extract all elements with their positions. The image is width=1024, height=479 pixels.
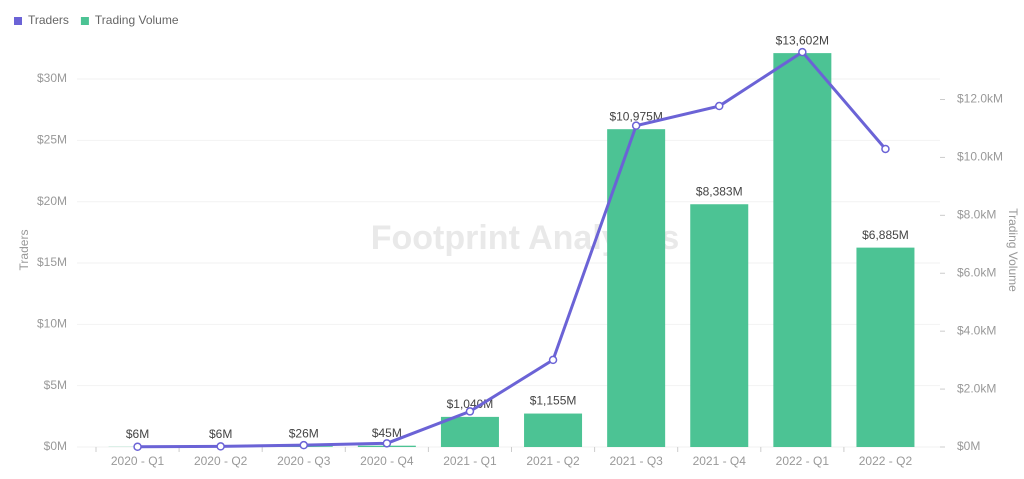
line-point [216, 442, 225, 451]
line-point [715, 101, 724, 111]
y-tick-label: $20M [37, 194, 67, 208]
y2-tick-label: $12.0kM [957, 92, 1003, 106]
y-tick-label: $15M [37, 255, 67, 269]
y-tick-label: $25M [37, 133, 67, 147]
y2-axis-title: Trading Volume [1006, 208, 1020, 292]
value-label: $6,885M [862, 228, 909, 242]
x-tick-label: 2022 - Q1 [776, 454, 830, 468]
value-label: $1,040M [447, 397, 494, 411]
line-point [133, 442, 142, 452]
line-point [798, 47, 807, 57]
bar [440, 416, 499, 447]
x-tick-label: 2020 - Q1 [111, 454, 165, 468]
bar [690, 204, 749, 447]
value-label: $13,602M [776, 33, 829, 47]
value-label: $1,155M [530, 394, 577, 408]
x-tick-label: 2021 - Q4 [693, 454, 747, 468]
value-label: $26M [289, 426, 319, 440]
x-tick-label: 2021 - Q1 [443, 454, 497, 468]
y-tick-label: $0M [44, 439, 67, 453]
line-point [465, 407, 475, 416]
y-tick-label: $10M [37, 317, 67, 331]
x-tick-label: 2022 - Q2 [859, 454, 913, 468]
x-tick-label: 2021 - Q2 [526, 454, 580, 468]
y2-tick-label: $0M [957, 439, 980, 453]
y2-tick-label: $4.0kM [957, 323, 996, 337]
bar [607, 129, 666, 447]
line-point [299, 440, 308, 450]
legend-label: Traders [28, 13, 69, 27]
legend-label: Trading Volume [95, 13, 179, 27]
legend-swatch [14, 17, 22, 25]
value-label: $6M [209, 427, 232, 441]
line-point [382, 439, 392, 448]
value-label: $45M [372, 426, 402, 440]
bar [856, 247, 915, 447]
value-label: $10,975M [609, 109, 662, 123]
line [137, 50, 887, 449]
y-axis-title: Traders [17, 230, 31, 271]
x-tick-label: 2021 - Q3 [609, 454, 663, 468]
y2-tick-label: $8.0kM [957, 208, 996, 222]
line-point [881, 144, 890, 154]
legend-swatch [80, 17, 89, 25]
x-tick-label: 2020 - Q3 [277, 454, 331, 468]
y2-tick-label: $6.0kM [957, 265, 996, 279]
line-point [631, 121, 641, 130]
y-tick-label: $30M [37, 71, 67, 85]
y-tick-label: $5M [44, 378, 67, 392]
x-tick-label: 2020 - Q4 [360, 454, 414, 468]
value-label: $6M [126, 427, 149, 441]
x-tick-label: 2020 - Q2 [194, 454, 248, 468]
line-point [548, 355, 558, 365]
y2-tick-label: $2.0kM [957, 381, 996, 395]
value-label: $8,383M [696, 184, 743, 198]
bar [524, 413, 583, 447]
y2-tick-label: $10.0kM [957, 150, 1003, 164]
bar [773, 53, 832, 447]
